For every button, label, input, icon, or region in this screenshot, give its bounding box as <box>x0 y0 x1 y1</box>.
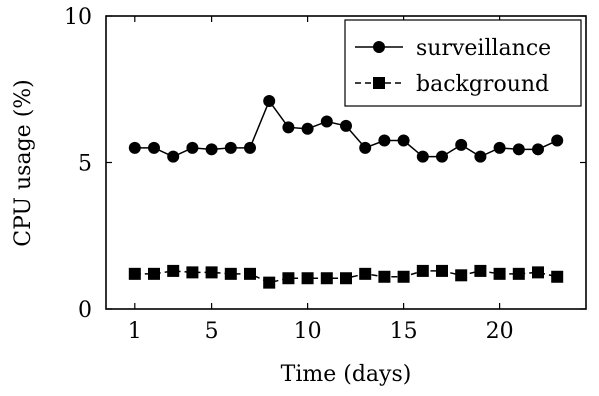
background-point <box>301 272 314 285</box>
background-point <box>167 264 180 277</box>
x-tick-label: 20 <box>486 319 514 344</box>
surveillance-point <box>244 141 256 154</box>
legend-label-background: background <box>416 72 549 97</box>
surveillance-point <box>167 150 180 163</box>
background-point <box>186 266 199 279</box>
background-point <box>224 267 237 280</box>
series-background <box>128 264 564 289</box>
surveillance-point <box>128 141 141 154</box>
surveillance-point <box>359 141 372 154</box>
surveillance-point <box>263 94 276 107</box>
series-layer <box>128 94 564 289</box>
surveillance-point <box>186 141 199 154</box>
x-axis-label: Time (days) <box>281 362 412 387</box>
background-point <box>263 276 276 289</box>
legend-marker-background <box>373 77 385 89</box>
surveillance-point <box>205 143 218 156</box>
legend-box <box>344 19 582 107</box>
background-point <box>378 270 391 283</box>
surveillance-point <box>551 134 564 147</box>
surveillance-point <box>493 141 506 154</box>
background-point <box>205 266 218 279</box>
legend-label-surveillance: surveillance <box>416 36 551 61</box>
x-tick-label: 1 <box>128 319 142 344</box>
background-point <box>128 267 141 280</box>
background-point <box>282 272 295 285</box>
surveillance-point <box>340 119 352 132</box>
surveillance-point <box>436 150 448 163</box>
surveillance-point <box>224 141 237 154</box>
y-tick-label: 10 <box>64 5 92 30</box>
surveillance-point <box>512 143 525 156</box>
background-point <box>532 266 544 279</box>
legend-entries: surveillance background <box>355 36 551 97</box>
background-point <box>512 267 525 280</box>
surveillance-point <box>397 134 410 147</box>
legend: surveillance background <box>344 19 582 107</box>
surveillance-point <box>320 115 333 128</box>
y-tick-label: 5 <box>78 152 92 177</box>
background-point <box>340 272 352 285</box>
background-point <box>359 267 372 280</box>
background-point <box>320 272 333 285</box>
surveillance-point <box>378 134 391 147</box>
background-point <box>416 264 429 277</box>
background-point <box>397 270 410 283</box>
surveillance-point <box>416 150 429 163</box>
background-point <box>436 264 448 277</box>
surveillance-point <box>474 150 487 163</box>
legend-marker-surveillance <box>373 41 385 53</box>
surveillance-point <box>455 138 468 151</box>
background-point <box>455 269 468 282</box>
background-point <box>474 264 487 277</box>
x-tick-label: 5 <box>205 319 219 344</box>
background-point <box>148 267 160 280</box>
background-point <box>551 270 564 283</box>
surveillance-point <box>282 121 295 134</box>
background-point <box>244 267 256 280</box>
x-tick-label: 15 <box>390 319 418 344</box>
series-surveillance <box>128 94 564 163</box>
surveillance-point <box>301 122 314 135</box>
x-tick-label: 10 <box>294 319 322 344</box>
y-axis-label: CPU usage (%) <box>11 79 36 247</box>
y-tick-label: 0 <box>78 298 92 323</box>
surveillance-point <box>148 141 160 154</box>
surveillance-point <box>532 143 544 156</box>
background-point <box>493 267 506 280</box>
